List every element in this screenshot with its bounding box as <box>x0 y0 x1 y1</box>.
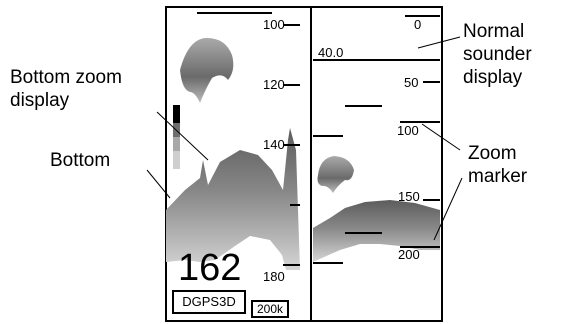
zoom-fish-echo <box>180 37 234 103</box>
right-range-label-50: 50 <box>404 75 419 90</box>
leader-zoom-marker-1 <box>421 123 461 151</box>
callout-zoom-marker: Zoom marker <box>468 143 528 187</box>
left-depth-label-140: 140 <box>263 137 285 152</box>
normal-fish-echo <box>317 156 354 193</box>
color-bar-4 <box>173 151 180 169</box>
leader-bottom <box>146 169 171 199</box>
left-depth-label-100: 100 <box>263 17 285 32</box>
leader-normal-sounder <box>417 36 461 49</box>
callout-normal-sounder-display: Normal sounder display <box>463 21 532 88</box>
position-source-label: DGPS3D <box>182 294 236 309</box>
color-bar-1 <box>173 105 180 123</box>
right-range-label-100: 100 <box>397 123 419 138</box>
position-source-box: DGPS3D <box>172 290 246 314</box>
color-bar-3 <box>173 137 180 151</box>
right-range-label-0: 0 <box>414 17 422 32</box>
leader-zoom-marker-2 <box>433 177 463 241</box>
normal-bottom-echo <box>313 200 440 262</box>
right-range-label-150: 150 <box>398 189 420 204</box>
range-value-label: 40.0 <box>318 45 344 60</box>
right-range-label-200: 200 <box>398 247 420 262</box>
screen-frame <box>165 6 443 322</box>
callout-bottom-zoom-display: Bottom zoom display <box>10 67 122 111</box>
zoom-bottom-echo <box>166 128 300 270</box>
frequency-label: 200k <box>256 302 284 316</box>
left-depth-label-180: 180 <box>263 269 285 284</box>
frequency-box: 200k <box>251 300 289 318</box>
left-depth-label-120: 120 <box>263 77 285 92</box>
callout-bottom: Bottom <box>50 150 111 171</box>
current-depth-readout: 162 <box>178 247 242 289</box>
leader-bottom-zoom <box>156 111 209 161</box>
